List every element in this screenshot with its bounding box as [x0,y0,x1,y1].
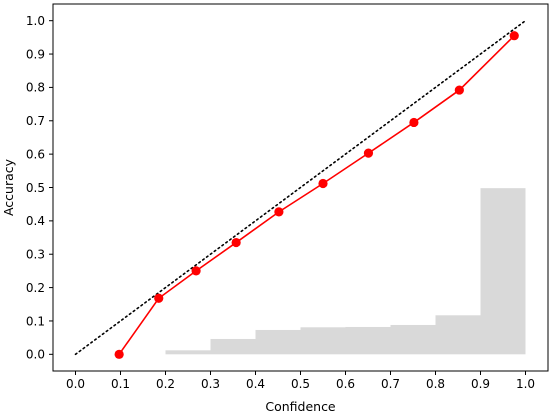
x-tick-label: 0.6 [336,377,355,391]
x-tick-label: 0.2 [156,377,175,391]
x-tick-label: 0.9 [471,377,490,391]
histogram-bars [165,188,526,355]
x-tick-label: 0.4 [246,377,265,391]
histogram-bar [345,326,391,355]
x-tick-label: 0.5 [291,377,310,391]
y-tick-label: 0.4 [26,214,45,228]
x-tick-label: 0.7 [381,377,400,391]
y-tick-label: 0.2 [26,281,45,295]
histogram-bar [435,315,481,355]
accuracy-point [509,31,519,41]
accuracy-point [154,293,164,303]
accuracy-point [114,349,124,359]
histogram-bar [480,188,526,355]
y-tick-label: 0.9 [26,47,45,61]
x-tick-label: 1.0 [516,377,535,391]
y-tick-label: 0.5 [26,181,45,195]
y-tick-label: 1.0 [26,14,45,28]
series-markers [114,31,519,359]
x-tick-label: 0.3 [201,377,220,391]
y-tick-label: 0.7 [26,114,45,128]
accuracy-point [191,266,201,276]
plot-area [74,19,527,359]
axis-ticks: 0.0 0.1 0.2 0.3 0.4 0.5 0.6 0.7 0.8 0.9 1.0 0.0 0.1 0… [26,14,535,391]
y-tick-label: 0.1 [26,314,45,328]
accuracy-point [274,207,284,217]
y-tick-label: 0.3 [26,248,45,262]
accuracy-point [409,117,419,128]
accuracy-point [363,148,374,158]
accuracy-point [454,85,464,95]
histogram-bar [165,350,211,355]
histogram-bar [300,327,346,355]
accuracy-line [118,35,515,355]
y-tick-label: 0.6 [26,147,45,161]
y-axis-label: Accuracy [1,158,16,216]
x-tick-label: 0.0 [66,377,85,391]
y-tick-label: 0.8 [26,81,45,95]
accuracy-point [231,237,241,248]
accuracy-point [318,178,328,189]
x-tick-label: 0.1 [111,377,130,391]
histogram-bar [390,324,436,355]
plot-frame [52,3,549,372]
histogram-bar [255,329,301,355]
perfect-calibration-line [74,19,527,356]
histogram-bar [210,338,256,355]
series-lines [74,19,527,356]
x-tick-label: 0.8 [426,377,445,391]
x-axis-label: Confidence [265,399,336,413]
y-tick-label: 0.0 [26,348,45,362]
